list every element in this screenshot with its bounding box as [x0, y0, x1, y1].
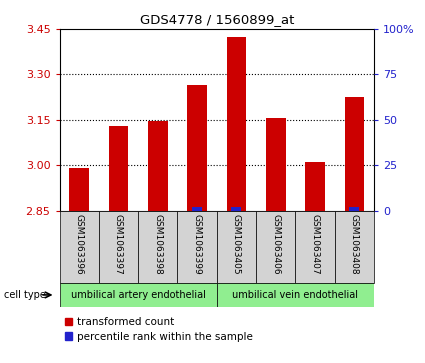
FancyBboxPatch shape	[217, 283, 374, 307]
Text: umbilical vein endothelial: umbilical vein endothelial	[232, 290, 358, 300]
FancyBboxPatch shape	[99, 211, 138, 283]
Text: GSM1063399: GSM1063399	[193, 214, 201, 275]
Bar	[349, 207, 359, 211]
FancyBboxPatch shape	[60, 211, 99, 283]
FancyBboxPatch shape	[256, 211, 295, 283]
Text: GSM1063397: GSM1063397	[114, 214, 123, 275]
Bar	[109, 126, 128, 211]
Bar	[192, 207, 202, 211]
FancyBboxPatch shape	[60, 283, 217, 307]
Title: GDS4778 / 1560899_at: GDS4778 / 1560899_at	[139, 13, 294, 26]
Bar	[227, 37, 246, 211]
FancyBboxPatch shape	[178, 211, 217, 283]
Text: GSM1063396: GSM1063396	[75, 214, 84, 275]
Text: GSM1063398: GSM1063398	[153, 214, 162, 275]
FancyBboxPatch shape	[217, 211, 256, 283]
Text: GSM1063408: GSM1063408	[350, 214, 359, 275]
Bar	[305, 162, 325, 211]
Text: GSM1063405: GSM1063405	[232, 214, 241, 275]
Text: GSM1063407: GSM1063407	[311, 214, 320, 275]
Legend: transformed count, percentile rank within the sample: transformed count, percentile rank withi…	[65, 317, 253, 342]
Text: GSM1063406: GSM1063406	[271, 214, 280, 275]
Bar	[148, 121, 167, 211]
Bar	[266, 118, 286, 211]
Bar	[69, 168, 89, 211]
FancyBboxPatch shape	[335, 211, 374, 283]
Text: cell type: cell type	[4, 290, 46, 300]
Bar	[232, 207, 241, 211]
FancyBboxPatch shape	[138, 211, 178, 283]
Bar	[187, 85, 207, 211]
Bar	[345, 97, 364, 211]
FancyBboxPatch shape	[295, 211, 335, 283]
Text: umbilical artery endothelial: umbilical artery endothelial	[71, 290, 206, 300]
